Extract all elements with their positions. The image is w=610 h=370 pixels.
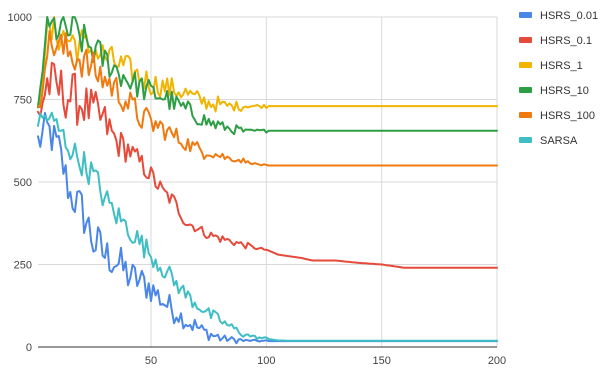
y-tick-label: 0 [26, 342, 32, 354]
legend-label: HSRS_10 [540, 85, 589, 97]
series-line [37, 111, 498, 342]
x-tick-label: 50 [145, 355, 157, 367]
legend-label: HSRS_100 [540, 110, 595, 122]
legend-label: HSRS_1 [540, 60, 583, 72]
legend: HSRS_0.01 HSRS_0.1 HSRS_1 HSRS_10 HSRS_100 SA… [519, 10, 598, 147]
series-line [37, 16, 498, 136]
y-tick-label: 750 [14, 95, 32, 107]
x-tick-label: 150 [372, 355, 390, 367]
series-lines [37, 16, 498, 345]
y-tick-label: 250 [14, 260, 32, 272]
legend-swatch [519, 112, 532, 118]
legend-label: HSRS_0.01 [540, 10, 598, 22]
y-tick-label: 1000 [8, 12, 32, 24]
grid [38, 16, 498, 347]
y-tick-label: 500 [14, 177, 32, 189]
legend-swatch [519, 12, 532, 18]
series-line [37, 61, 498, 269]
legend-swatch [519, 37, 532, 43]
series-line [37, 111, 498, 345]
legend-swatch [519, 87, 532, 93]
axes: 0 250 500 750 1000 50 100 150 200 [8, 12, 507, 367]
legend-label: HSRS_0.1 [540, 35, 592, 47]
legend-swatch [519, 137, 532, 143]
legend-label: SARSA [540, 135, 578, 147]
x-tick-label: 200 [488, 355, 506, 367]
legend-swatch [519, 62, 532, 68]
series-line [37, 16, 498, 113]
series-line [37, 30, 498, 167]
x-tick-label: 100 [257, 355, 275, 367]
